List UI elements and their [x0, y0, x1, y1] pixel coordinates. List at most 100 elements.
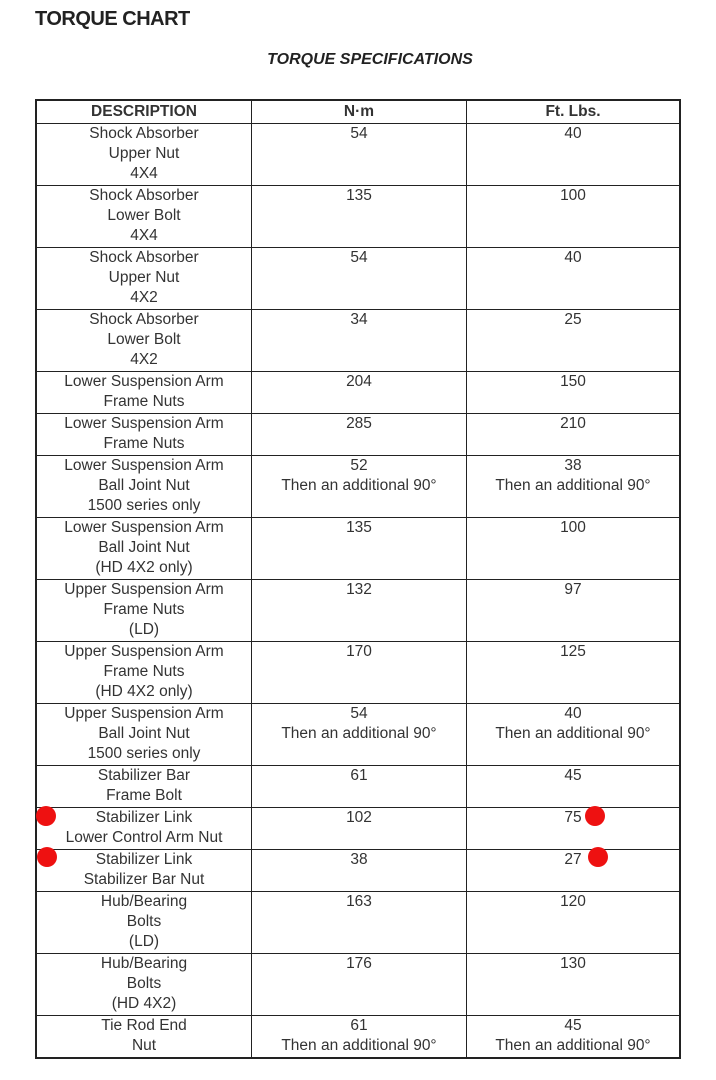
value-cell: 285 — [251, 414, 466, 455]
cell-line: Shock Absorber — [89, 125, 199, 142]
table-row: Lower Suspension Arm Ball Joint Nut 1500 s… — [37, 455, 679, 517]
cell-line: 132 — [346, 581, 372, 598]
cell-line: Then an additional 90° — [495, 477, 651, 494]
cell-line: (LD) — [128, 621, 160, 638]
value-cell: 54 Then an additional 90° — [251, 704, 466, 765]
cell-line: Lower Bolt — [107, 207, 181, 224]
cell-line: Ball Joint Nut — [98, 725, 190, 742]
cell-line: Lower Suspension Arm — [64, 415, 224, 432]
description-cell: Hub/Bearing Bolts (LD) — [37, 892, 251, 953]
value-cell: 120 — [466, 892, 679, 953]
description-cell: Lower Suspension Arm Ball Joint Nut (HD 4X… — [37, 518, 251, 579]
cell-line: Then an additional 90° — [495, 725, 651, 742]
cell-line: Lower Suspension Arm — [64, 373, 224, 390]
column-header: N·m — [251, 101, 466, 123]
cell-line: Hub/Bearing — [100, 955, 188, 972]
cell-line: 210 — [560, 415, 586, 432]
cell-line: 54 — [350, 249, 368, 266]
cell-line: Frame Nuts — [103, 435, 185, 452]
table-row: Upper Suspension Arm Ball Joint Nut 1500 s… — [37, 703, 679, 765]
header-row: DESCRIPTION N·m Ft. Lbs. — [37, 101, 679, 123]
table-row: Stabilizer Link Stabilizer Bar Nut 38 27 — [37, 849, 679, 891]
description-cell: Upper Suspension Arm Ball Joint Nut 1500 s… — [37, 704, 251, 765]
cell-line: Frame Nuts — [103, 663, 185, 680]
cell-line: 34 — [350, 311, 368, 328]
description-cell: Shock Absorber Upper Nut 4X2 — [37, 248, 251, 309]
value-cell: 45 Then an additional 90° — [466, 1016, 679, 1057]
cell-line: Then an additional 90° — [495, 1037, 651, 1054]
table-row: Shock Absorber Upper Nut 4X2 54 40 — [37, 247, 679, 309]
value-cell: 61 — [251, 766, 466, 807]
cell-line: 4X4 — [130, 165, 158, 182]
table-row: Hub/Bearing Bolts (LD) 163 120 — [37, 891, 679, 953]
description-cell: Lower Suspension Arm Frame Nuts — [37, 414, 251, 455]
marker-dot — [37, 847, 57, 867]
cell-line: 102 — [346, 809, 372, 826]
value-cell: 125 — [466, 642, 679, 703]
table-row: Lower Suspension Arm Frame Nuts 285 210 — [37, 413, 679, 455]
cell-line: Upper Nut — [108, 145, 180, 162]
description-cell: Stabilizer Link Lower Control Arm Nut — [37, 808, 251, 849]
description-cell: Lower Suspension Arm Frame Nuts — [37, 372, 251, 413]
cell-line: Lower Suspension Arm — [64, 457, 224, 474]
cell-line: 54 — [350, 125, 368, 142]
cell-line: 1500 series only — [87, 745, 201, 762]
table-row: Stabilizer Link Lower Control Arm Nut 102 7… — [37, 807, 679, 849]
marker-dot — [36, 806, 56, 826]
cell-line: (HD 4X2 only) — [95, 683, 193, 700]
cell-line: Shock Absorber — [89, 249, 199, 266]
cell-line: 204 — [346, 373, 372, 390]
table-row: Shock Absorber Lower Bolt 4X2 34 25 — [37, 309, 679, 371]
value-cell: 170 — [251, 642, 466, 703]
cell-line: Then an additional 90° — [281, 477, 437, 494]
cell-line: 4X2 — [130, 289, 158, 306]
cell-line: Upper Suspension Arm — [64, 705, 224, 722]
cell-line: 54 — [350, 705, 368, 722]
cell-line: 150 — [560, 373, 586, 390]
cell-line: 100 — [560, 187, 586, 204]
value-cell: 38 — [251, 850, 466, 891]
value-cell: 34 — [251, 310, 466, 371]
cell-line: 176 — [346, 955, 372, 972]
value-cell: 75 — [466, 808, 679, 849]
cell-line: 125 — [560, 643, 586, 660]
cell-line: 75 — [564, 809, 582, 826]
cell-line: 135 — [346, 519, 372, 536]
cell-line: 52 — [350, 457, 368, 474]
description-cell: Upper Suspension Arm Frame Nuts (LD) — [37, 580, 251, 641]
cell-line: Frame Bolt — [106, 787, 182, 804]
cell-line: 135 — [346, 187, 372, 204]
cell-line: 1500 series only — [87, 497, 201, 514]
description-cell: Shock Absorber Lower Bolt 4X2 — [37, 310, 251, 371]
cell-line: Ball Joint Nut — [98, 477, 190, 494]
marker-dot — [588, 847, 608, 867]
value-cell: 97 — [466, 580, 679, 641]
cell-line: 170 — [346, 643, 372, 660]
value-cell: 38 Then an additional 90° — [466, 456, 679, 517]
cell-line: Nut — [131, 1037, 157, 1054]
column-header: DESCRIPTION — [91, 103, 197, 120]
cell-line: 45 — [564, 1017, 582, 1034]
cell-line: 38 — [350, 851, 368, 868]
cell-line: Upper Nut — [108, 269, 180, 286]
description-cell: Stabilizer Bar Frame Bolt — [37, 766, 251, 807]
cell-line: 61 — [350, 1017, 368, 1034]
cell-line: 25 — [564, 311, 582, 328]
value-cell: 40 — [466, 248, 679, 309]
description-cell: Stabilizer Link Stabilizer Bar Nut — [37, 850, 251, 891]
value-cell: 61 Then an additional 90° — [251, 1016, 466, 1057]
table-row: Shock Absorber Upper Nut 4X4 54 40 — [37, 123, 679, 185]
table-title: TORQUE SPECIFICATIONS — [267, 51, 473, 68]
value-cell: 135 — [251, 186, 466, 247]
cell-line: 4X4 — [130, 227, 158, 244]
cell-line: 163 — [346, 893, 372, 910]
cell-line: 100 — [560, 519, 586, 536]
description-cell: Hub/Bearing Bolts (HD 4X2) — [37, 954, 251, 1015]
cell-line: 285 — [346, 415, 372, 432]
value-cell: 54 — [251, 248, 466, 309]
cell-line: Lower Control Arm Nut — [65, 829, 223, 846]
column-header: Ft. Lbs. — [466, 101, 679, 123]
table-row: Stabilizer Bar Frame Bolt 61 45 — [37, 765, 679, 807]
cell-line: Lower Bolt — [107, 331, 181, 348]
value-cell: 25 — [466, 310, 679, 371]
